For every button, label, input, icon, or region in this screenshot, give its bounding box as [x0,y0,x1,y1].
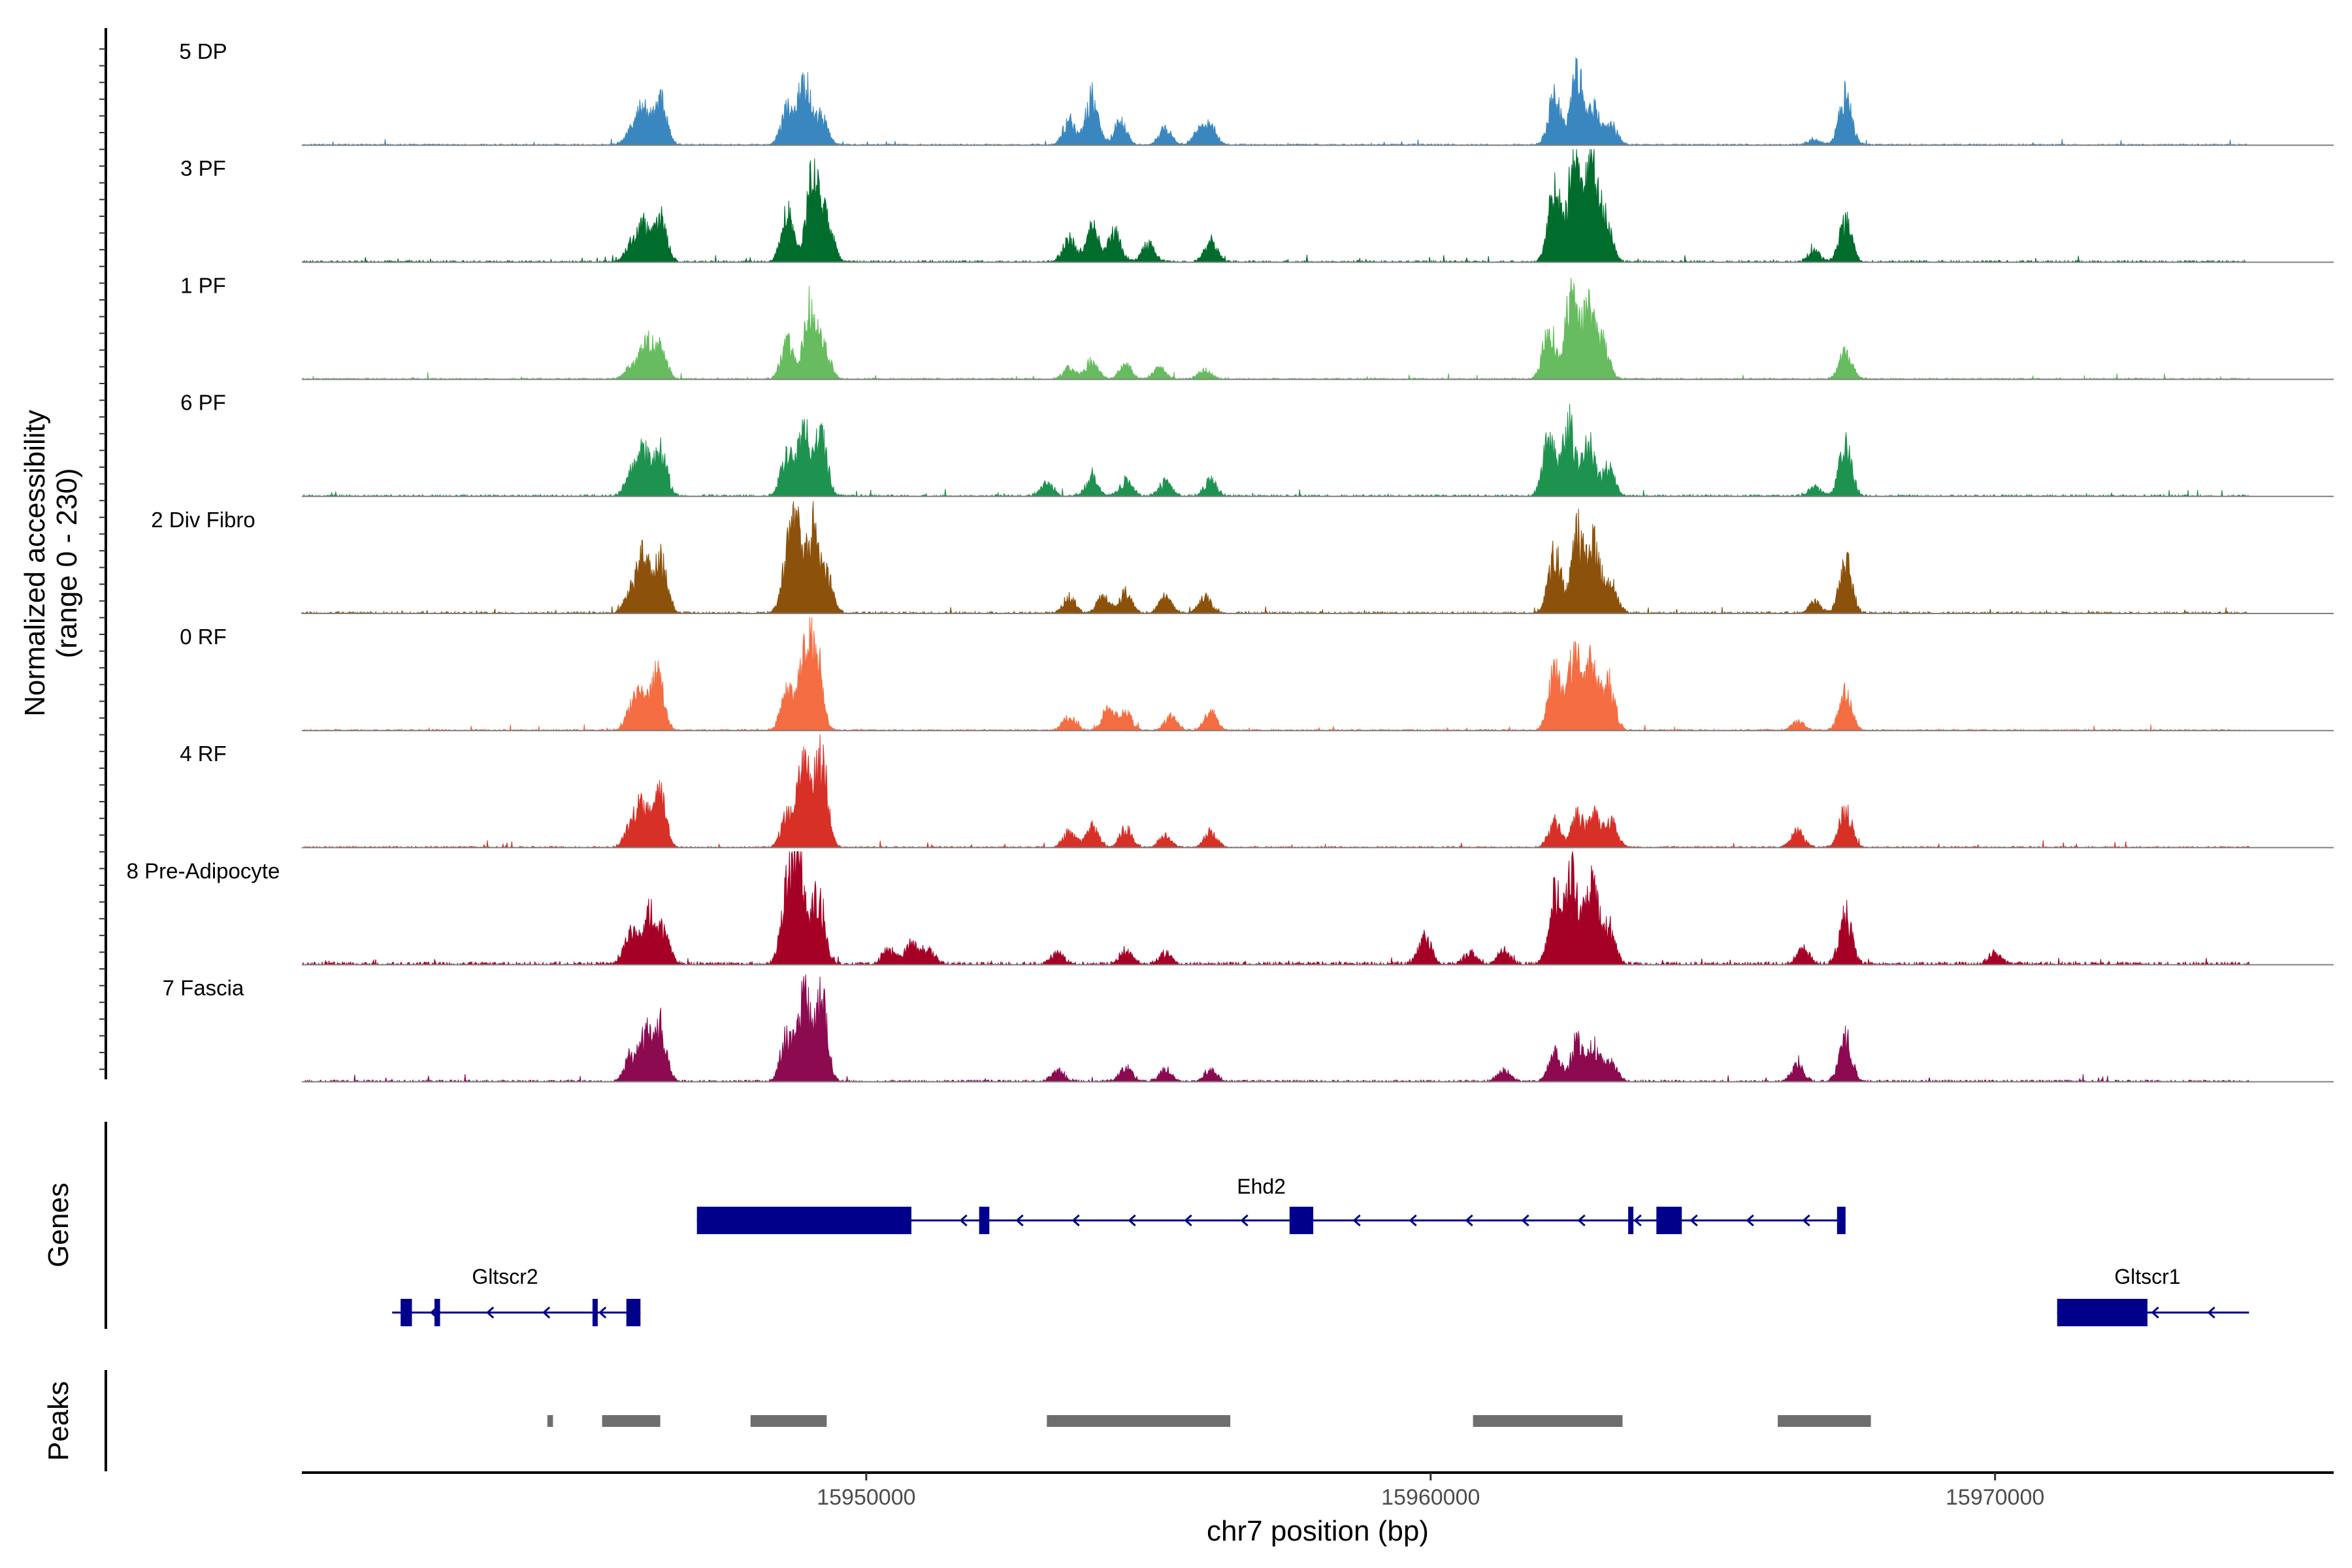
exon [2057,1299,2148,1326]
strand-arrow [1015,1214,1024,1227]
gene-annotations: Ehd2 Gltscr2 Gltscr1 [392,1175,2249,1326]
exon [592,1299,598,1326]
exon [434,1299,440,1326]
track-label: 7 Fascia [163,976,244,1000]
track-label: 0 RF [180,625,227,649]
exon [1289,1207,1314,1234]
exon [1837,1207,1846,1234]
x-tick-label: 15960000 [1381,1485,1480,1510]
exon [1628,1207,1634,1234]
strand-arrow [1746,1214,1754,1227]
track-7-fascia: 7 Fascia [163,974,2334,1083]
strand-arrow [1577,1214,1586,1227]
coverage-area [302,974,2249,1083]
track-6-pf: 6 PF [180,391,2334,498]
strand-arrow [1184,1214,1192,1227]
track-8-pre-adipocyte: 8 Pre-Adipocyte [127,851,2334,966]
y-axis-title-line1: Normalized accessibility [19,410,51,716]
peak-region [602,1415,661,1427]
track-3-pf: 3 PF [180,149,2334,264]
strand-arrow [1352,1214,1361,1227]
exon [696,1207,911,1234]
peak-region [1047,1415,1231,1427]
coverage-tracks: 5 DP 3 PF 1 PF 6 PF 2 Div Fibro 0 RF 4 RF 8 Pre… [127,39,2334,1083]
track-label: 1 PF [180,273,226,297]
track-1-pf: 1 PF [180,273,2334,380]
exon [1656,1207,1682,1234]
strand-arrow [1071,1214,1080,1227]
strand-arrow [598,1306,607,1319]
track-4-rf: 4 RF [180,734,2334,849]
peak-regions [547,1415,1871,1427]
track-label: 8 Pre-Adipocyte [127,858,280,883]
coverage-area [301,57,2251,146]
strand-arrow [542,1306,551,1319]
track-5-dp: 5 DP [179,39,2334,146]
strand-arrow [1802,1214,1810,1227]
coverage-area [302,149,2250,264]
peaks-axis-title: Peaks [42,1381,74,1461]
coverage-y-ticks [99,48,106,1070]
gene-gltscr2: Gltscr2 [392,1265,641,1326]
coverage-area [301,617,2249,732]
strand-arrow [1690,1214,1698,1227]
peak-region [1778,1415,1871,1427]
strand-arrow [1240,1214,1249,1227]
peak-region [750,1415,827,1427]
track-0-rf: 0 RF [180,617,2334,732]
strand-arrow [1633,1214,1642,1227]
strand-arrow [2207,1306,2215,1319]
strand-arrow [1128,1214,1136,1227]
strand-arrow [2151,1306,2159,1319]
track-2-div-fibro: 2 Div Fibro [151,501,2334,615]
track-label: 6 PF [180,391,226,415]
x-axis-title: chr7 position (bp) [1207,1515,1429,1547]
strand-arrow [485,1306,495,1319]
gene-label: Gltscr2 [472,1265,538,1288]
strand-arrow [1521,1214,1529,1227]
gene-label: Ehd2 [1237,1175,1286,1198]
track-label: 2 Div Fibro [151,508,255,532]
exon [979,1207,990,1234]
x-axis-ticks: 15950000 15960000 15970000 [817,1473,2044,1510]
x-tick-label: 15950000 [817,1485,915,1510]
strand-arrow [959,1214,968,1227]
gene-gltscr1: Gltscr1 [2057,1265,2249,1326]
coverage-area [302,734,2249,849]
exon [400,1299,412,1326]
track-label: 4 RF [180,742,227,766]
exon [626,1299,641,1326]
strand-arrow [1409,1214,1417,1227]
peak-region [547,1415,553,1427]
coverage-area [302,851,2249,966]
gene-ehd2: Ehd2 [696,1175,1846,1234]
strand-arrow [1465,1214,1473,1227]
y-axis-title-line2: (range 0 - 230) [51,468,83,658]
x-tick-label: 15970000 [1946,1485,2044,1510]
coverage-area [301,501,2249,615]
track-label: 3 PF [180,156,226,180]
track-label: 5 DP [179,39,227,63]
genes-axis-title: Genes [42,1183,74,1267]
coverage-area [302,404,2250,498]
gene-label: Gltscr1 [2114,1265,2180,1288]
coverage-area [302,277,2249,380]
peak-region [1473,1415,1623,1427]
